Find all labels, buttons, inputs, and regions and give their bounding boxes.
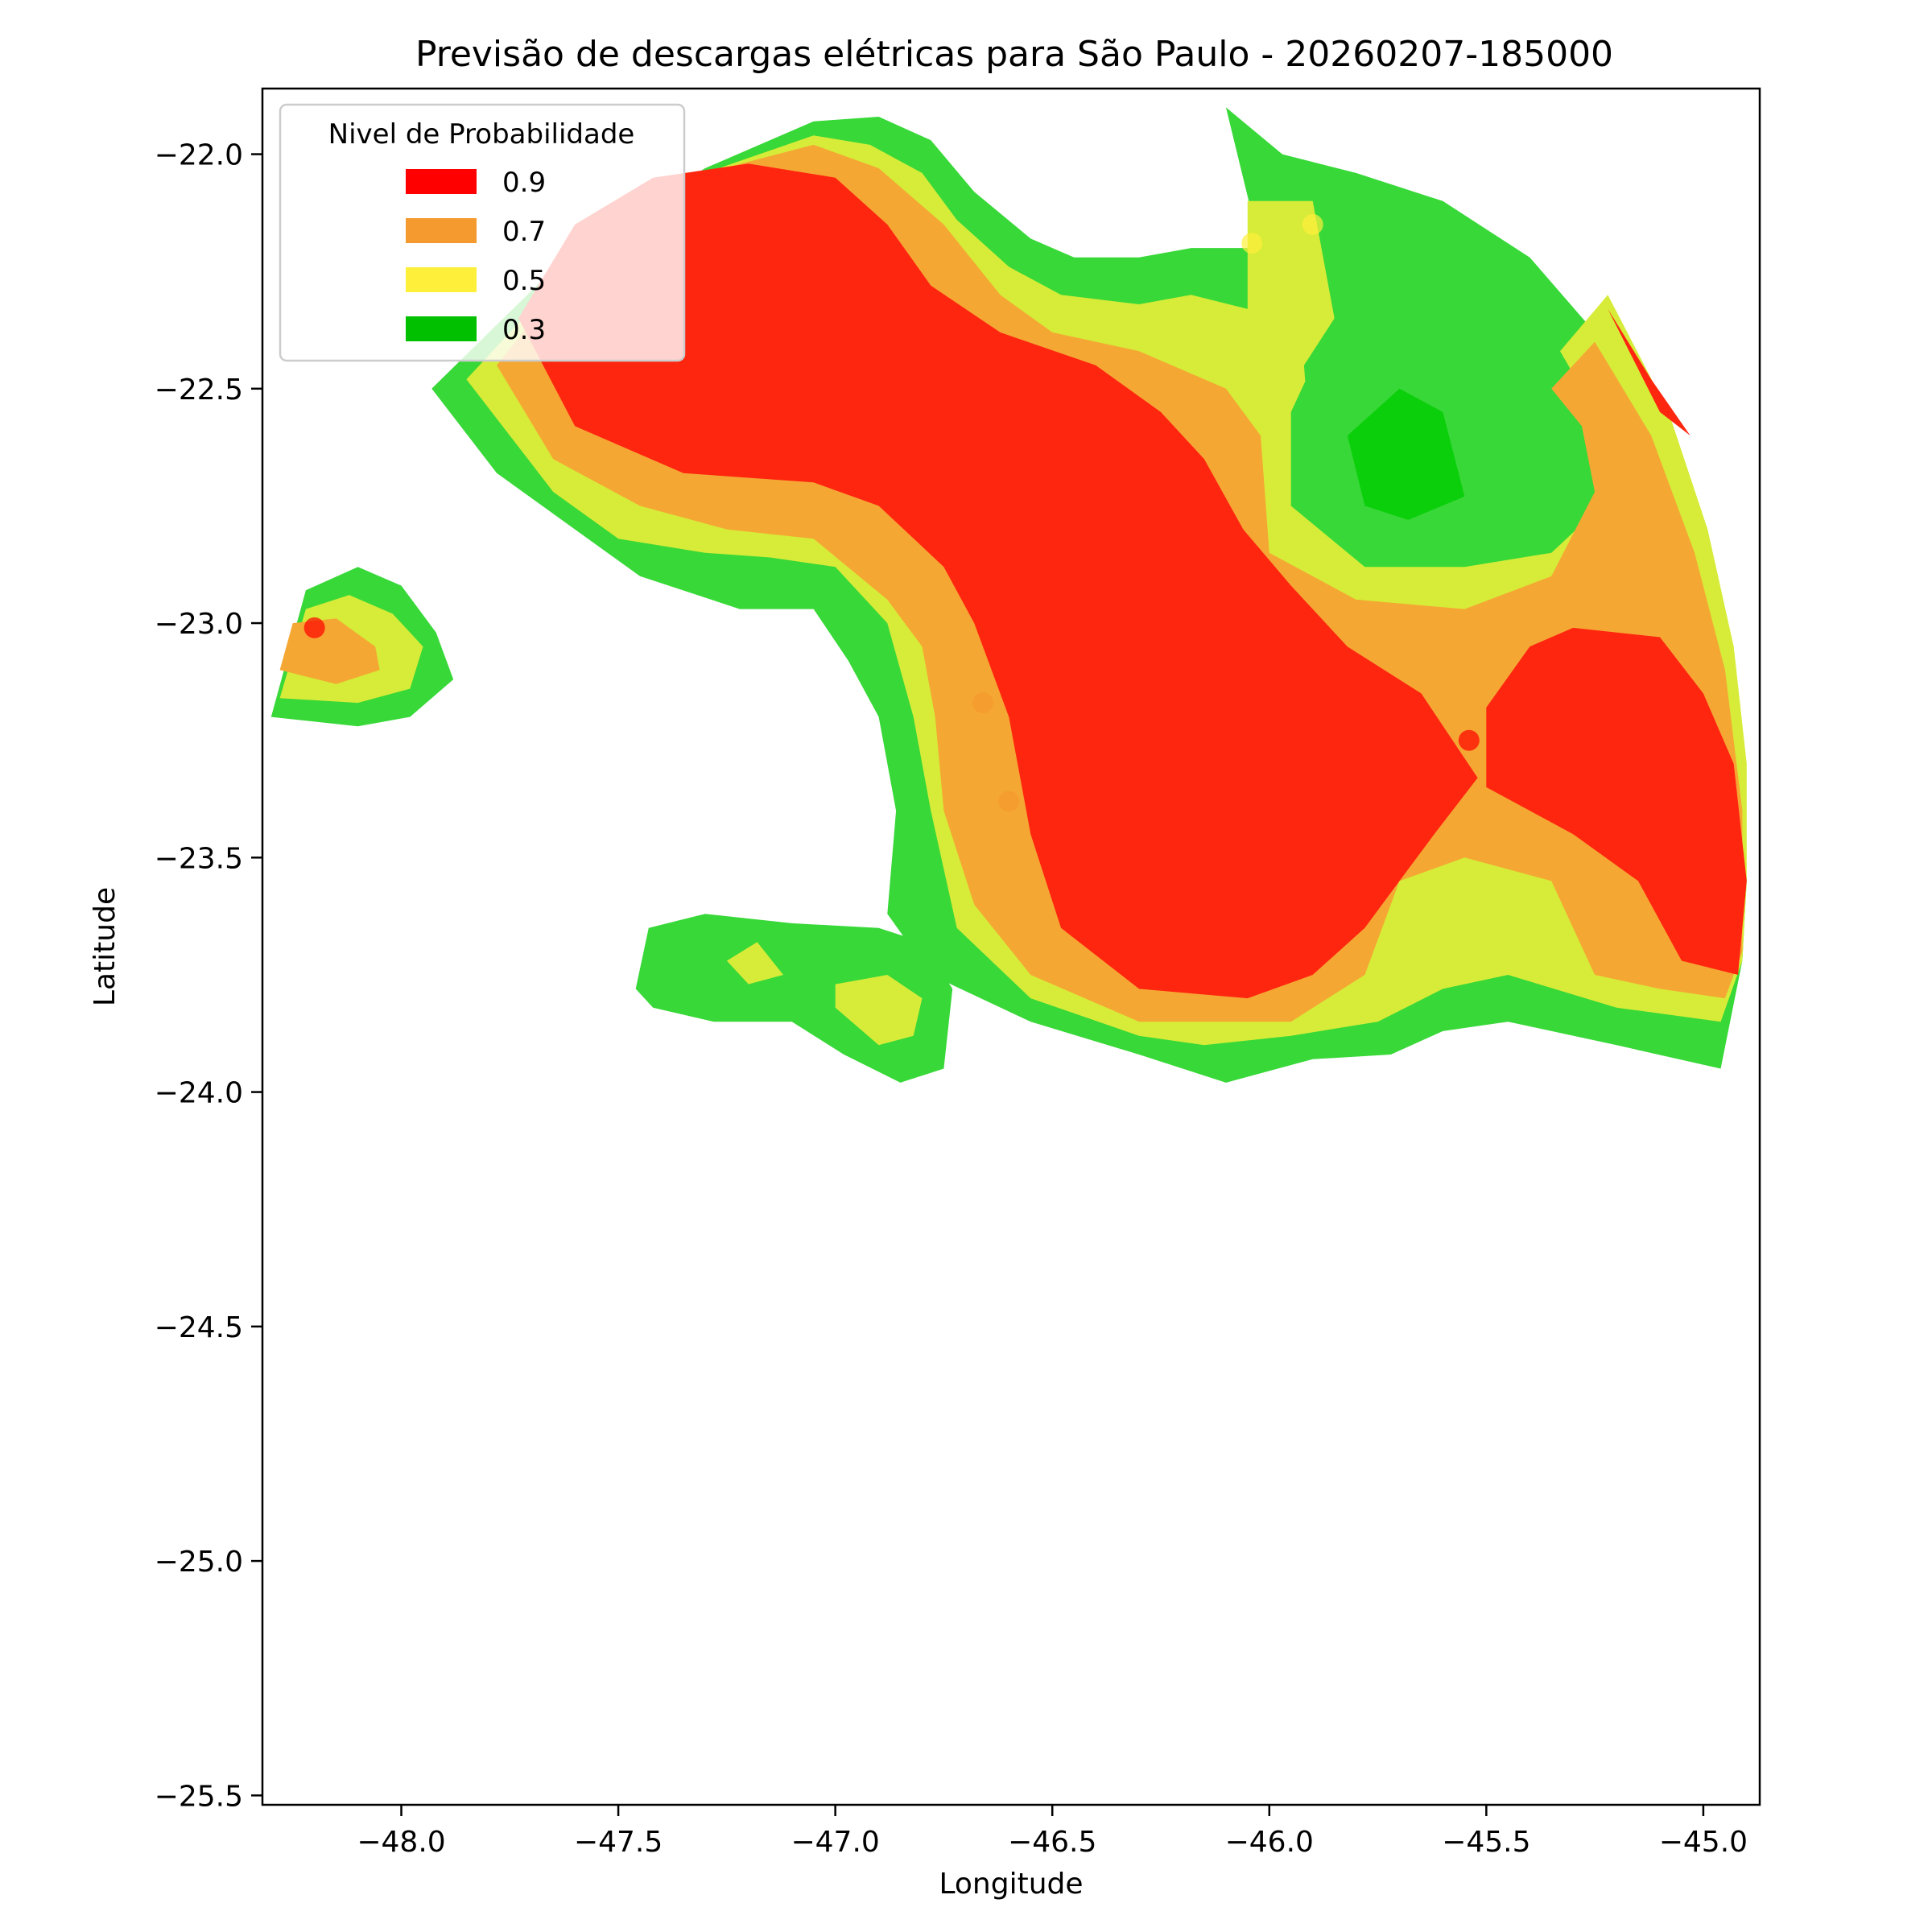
- x-tick-label: −46.5: [1008, 1826, 1096, 1859]
- x-axis-ticks: −48.0 −47.5 −47.0 −46.5 −46.0 −45.5 −45.0: [357, 1805, 1748, 1859]
- legend-entries: 0.9 0.7 0.5 0.3: [406, 167, 546, 346]
- legend-label-03: 0.3: [502, 314, 546, 346]
- legend-label-05: 0.5: [502, 265, 546, 297]
- y-tick-label: −24.5: [155, 1311, 243, 1344]
- y-tick-label: −22.0: [155, 139, 243, 172]
- station-marker-1: [972, 692, 993, 714]
- contour-region-03-9: [635, 914, 953, 1083]
- y-axis-label: Latitude: [89, 887, 122, 1006]
- contour-region-07-8: [279, 618, 380, 684]
- y-tick-label: −25.5: [155, 1780, 243, 1813]
- legend-label-09: 0.9: [502, 167, 546, 199]
- legend-swatch-07: [406, 218, 477, 243]
- legend-label-07: 0.7: [502, 216, 546, 248]
- legend-swatch-05: [406, 267, 477, 292]
- contour-region-05-10: [726, 942, 783, 985]
- x-tick-label: −47.5: [574, 1826, 663, 1859]
- x-tick-label: −46.0: [1225, 1826, 1314, 1859]
- legend-title: Nivel de Probabilidade: [328, 118, 635, 151]
- x-tick-label: −47.0: [791, 1826, 879, 1859]
- chart-title: Previsão de descargas elétricas para São…: [415, 34, 1613, 75]
- legend: Nivel de Probabilidade 0.9 0.7 0.5 0.3: [279, 103, 686, 362]
- plot-frame: [261, 87, 1761, 1806]
- station-marker-3: [1241, 233, 1263, 254]
- y-tick-label: −24.0: [155, 1077, 243, 1110]
- x-tick-label: −45.0: [1659, 1826, 1748, 1859]
- legend-swatch-09: [406, 169, 477, 194]
- contour-region-03_core-13: [1347, 388, 1465, 520]
- x-tick-label: −45.5: [1442, 1826, 1530, 1859]
- x-axis-label: Longitude: [939, 1868, 1083, 1901]
- contour-region-09-4: [1486, 627, 1747, 975]
- station-marker-5: [1458, 729, 1480, 751]
- legend-box: [279, 103, 686, 362]
- y-tick-label: −25.0: [155, 1546, 243, 1579]
- station-markers: [303, 213, 1480, 812]
- probability-regions: [270, 107, 1747, 1083]
- station-marker-4: [1302, 213, 1323, 235]
- x-tick-label: −48.0: [357, 1826, 445, 1859]
- station-marker-0: [303, 617, 325, 638]
- legend-swatch-03: [406, 316, 477, 341]
- y-tick-label: −23.5: [155, 842, 243, 875]
- contour-region-05-11: [835, 975, 923, 1046]
- contour-region-09-3: [518, 163, 1478, 999]
- y-axis-ticks: −22.0 −22.5 −23.0 −23.5 −24.0 −24.5 −25.0 −25.5: [155, 139, 262, 1813]
- y-tick-label: −22.5: [155, 374, 243, 407]
- y-tick-label: −23.0: [155, 608, 243, 641]
- station-marker-2: [998, 791, 1020, 812]
